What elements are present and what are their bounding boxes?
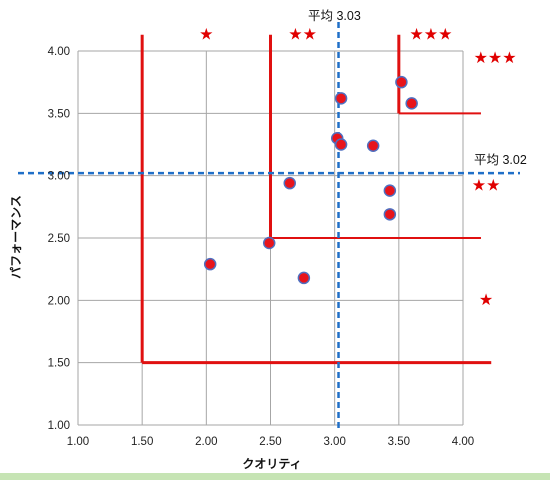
y-tick-label-3: 2.50 <box>48 233 70 245</box>
star-rating-label-0: ★ <box>199 25 213 44</box>
footer-strip <box>0 473 550 480</box>
y-axis-title: パフォーマンス <box>9 195 23 279</box>
average-lines <box>18 22 520 429</box>
x-tick-label-0: 1.00 <box>67 436 89 448</box>
x-tick-label-1: 1.50 <box>131 436 153 448</box>
y-tick-label-0: 1.00 <box>48 420 70 432</box>
tier-lines <box>140 34 492 365</box>
y-tick-label-6: 4.00 <box>48 46 70 58</box>
y-tick-label-1: 1.50 <box>48 358 70 370</box>
x-tick-label-2: 2.00 <box>195 436 217 448</box>
data-point-6 <box>334 92 348 105</box>
y-tick-labels: 1.00 1.50 2.00 2.50 3.00 3.50 4.00 <box>48 46 70 432</box>
data-point-9 <box>383 208 397 221</box>
x-tick-labels: 1.00 1.50 2.00 2.50 3.00 3.50 4.00 <box>67 436 474 448</box>
star-rating-label-5: ★ <box>479 290 493 309</box>
data-point-1 <box>262 236 276 250</box>
y-average-label: 平均 3.02 <box>474 153 527 167</box>
data-point-3 <box>297 271 311 285</box>
data-point-8 <box>383 184 397 197</box>
x-tick-label-5: 3.50 <box>388 436 410 448</box>
data-point-7 <box>366 139 380 152</box>
star-rating-label-1: ★★ <box>288 25 317 44</box>
y-tick-label-5: 3.50 <box>48 108 70 120</box>
y-tick-label-4: 3.00 <box>48 171 70 183</box>
data-point-0 <box>203 257 217 271</box>
data-point-2 <box>283 176 296 190</box>
data-point-10 <box>395 75 408 89</box>
star-labels: ★ ★★ ★★★★★★★★★ <box>199 25 516 310</box>
data-point-11 <box>405 97 418 110</box>
star-rating-label-2: ★★★ <box>409 25 452 44</box>
y-tick-label-2: 2.00 <box>48 295 70 307</box>
data-points <box>203 75 418 285</box>
x-axis-title: クオリティ <box>242 457 301 471</box>
star-rating-label-3: ★★★ <box>474 48 517 67</box>
x-average-label: 平均 3.03 <box>308 9 361 23</box>
data-point-5 <box>334 138 348 151</box>
x-tick-label-3: 2.50 <box>259 436 281 448</box>
x-tick-label-4: 3.00 <box>323 436 345 448</box>
star-rating-label-4: ★★ <box>472 175 501 194</box>
x-tick-label-6: 4.00 <box>452 436 474 448</box>
